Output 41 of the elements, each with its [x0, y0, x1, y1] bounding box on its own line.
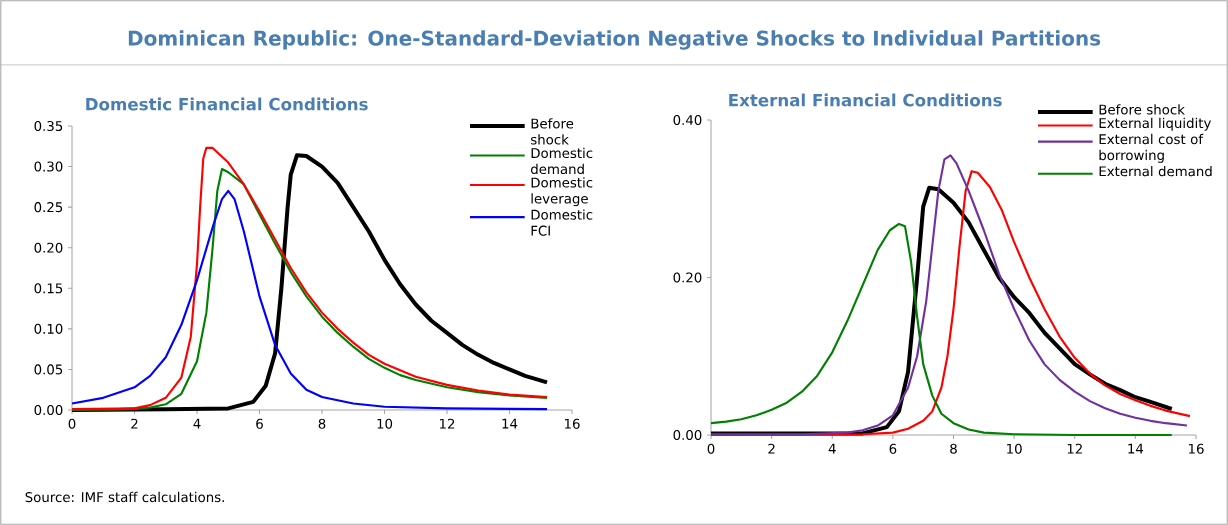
legend-label: External liquidity	[1099, 117, 1211, 131]
legend-label: Before shock	[531, 118, 574, 145]
y-tick-label: 0.20	[34, 242, 63, 253]
x-tick-label: 4	[828, 443, 836, 454]
chart-title: External Financial Conditions	[729, 93, 1002, 107]
x-tick-label: 0	[68, 418, 76, 429]
source-note: Source: IMF staff calculations.	[25, 491, 224, 503]
x-tick-label: 16	[1188, 443, 1204, 454]
y-tick-label: 0.05	[34, 364, 63, 375]
legend-label: Before shock	[1099, 104, 1185, 115]
x-tick-label: 12	[439, 418, 455, 429]
x-tick-label: 2	[768, 443, 775, 454]
x-tick-label: 12	[1067, 443, 1082, 454]
legend-label: Domestic FCI	[531, 209, 593, 236]
y-tick-label: 0.40	[673, 114, 702, 126]
y-tick-label: 0.20	[673, 272, 702, 283]
y-tick-label: 0.00	[34, 404, 63, 416]
y-tick-label: 0.30	[34, 161, 63, 172]
legend-label: External cost of borrowing	[1099, 133, 1204, 163]
x-tick-label: 2	[131, 418, 138, 429]
text: Dominican Republic: One-Standard-Deviation Negative Shocks to Individual Partitions	[128, 30, 1101, 50]
y-tick-label: 0.15	[34, 283, 63, 294]
x-tick-label: 4	[193, 418, 201, 429]
y-tick-label: 0.10	[34, 323, 63, 334]
x-tick-label: 0	[707, 443, 715, 454]
x-tick-label: 16	[564, 418, 580, 429]
x-tick-label: 10	[1007, 443, 1022, 454]
y-tick-label: 0.00	[673, 429, 702, 441]
x-tick-label: 6	[889, 443, 897, 454]
x-tick-label: 6	[256, 418, 263, 429]
x-tick-label: 8	[318, 418, 326, 429]
x-tick-label: 14	[1128, 443, 1144, 454]
x-tick-label: 10	[377, 418, 393, 429]
legend-label: External demand	[1099, 165, 1212, 177]
y-tick-label: 0.35	[34, 120, 63, 132]
x-tick-label: 14	[502, 418, 518, 429]
legend-label: Domestic leverage	[531, 177, 593, 207]
chart-title: Domestic Financial Conditions	[86, 97, 368, 111]
x-tick-label: 8	[950, 443, 957, 454]
legend-label: Domestic demand	[531, 147, 593, 175]
y-tick-label: 0.25	[34, 202, 63, 213]
